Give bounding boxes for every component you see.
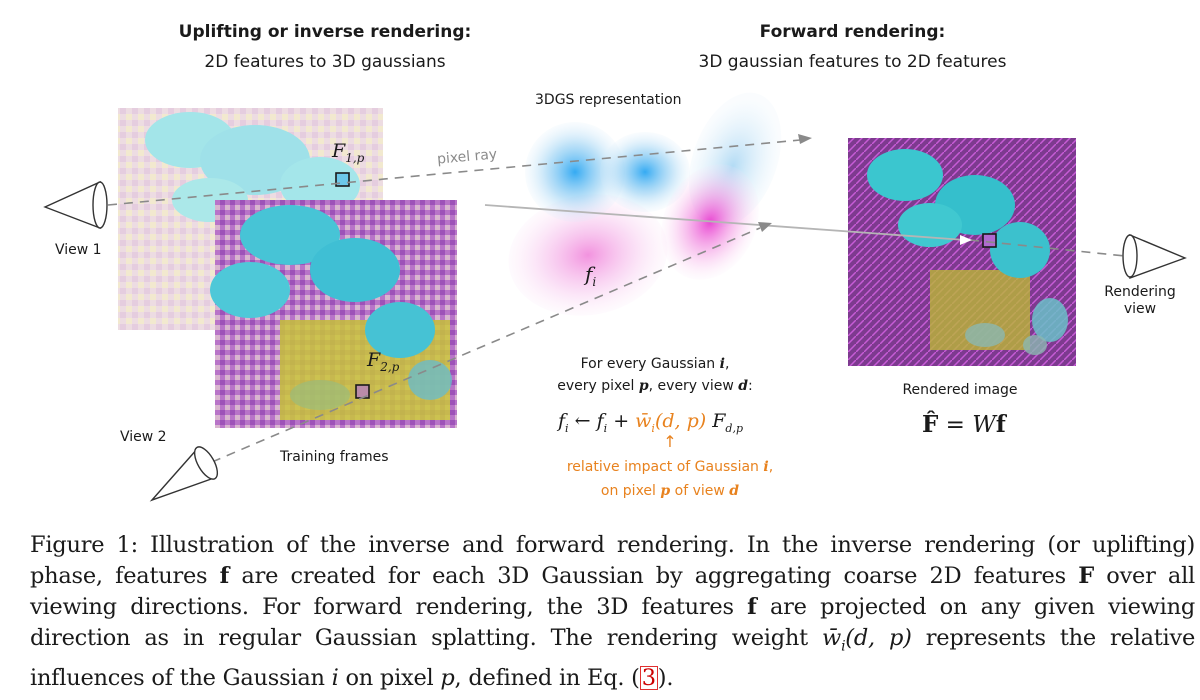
view-1-label: View 1: [55, 242, 102, 258]
solid-ray: [484, 204, 966, 241]
gaussians: [508, 92, 782, 316]
impact-text: relative impact of Gaussian i, on pixel …: [566, 459, 774, 499]
camera-rendering-view: [1122, 233, 1187, 279]
for-every-text: For every Gaussian i, every pixel p, eve…: [557, 356, 753, 394]
view-2-label: View 2: [120, 429, 167, 445]
rendering-view-label: Rendering view: [1104, 284, 1176, 317]
rendered-image: [848, 138, 1076, 366]
forward-subtitle: 3D gaussian features to 2D features: [698, 52, 1007, 72]
f1p-label: F1,p: [332, 140, 365, 165]
f2p-label: F2,p: [367, 349, 400, 374]
figure-graphic: [43, 92, 1187, 502]
training-frames-label: Training frames: [280, 449, 389, 465]
inverse-title: Uplifting or inverse rendering:: [178, 22, 472, 42]
forward-title: Forward rendering:: [759, 22, 946, 42]
representation-label: 3DGS representation: [535, 92, 682, 108]
equation-ref-link[interactable]: 3: [639, 664, 658, 691]
fi-label: fi: [585, 262, 597, 289]
arrowhead-1: [798, 134, 812, 144]
inverse-subtitle: 2D features to 3D gaussians: [204, 52, 446, 72]
render-equation: F̂ = Wf: [922, 411, 1006, 438]
arrowhead-3: [960, 235, 972, 245]
camera-view-1: [43, 180, 108, 230]
pixel-marker-rendered: [982, 233, 997, 248]
update-equation: fi ← fi + w̄i(d, p) Fd,p: [558, 410, 744, 435]
arrowhead-2: [758, 222, 772, 232]
camera-view-2: [149, 446, 219, 502]
weight-term: w̄i(d, p): [635, 410, 707, 435]
rendered-image-label: Rendered image: [902, 382, 1018, 398]
training-frame-2: [210, 200, 457, 428]
impact-arrow: ↑: [663, 432, 677, 451]
rays: [107, 139, 1126, 463]
figure-caption: Figure 1: Illustration of the inverse an…: [30, 532, 1196, 691]
